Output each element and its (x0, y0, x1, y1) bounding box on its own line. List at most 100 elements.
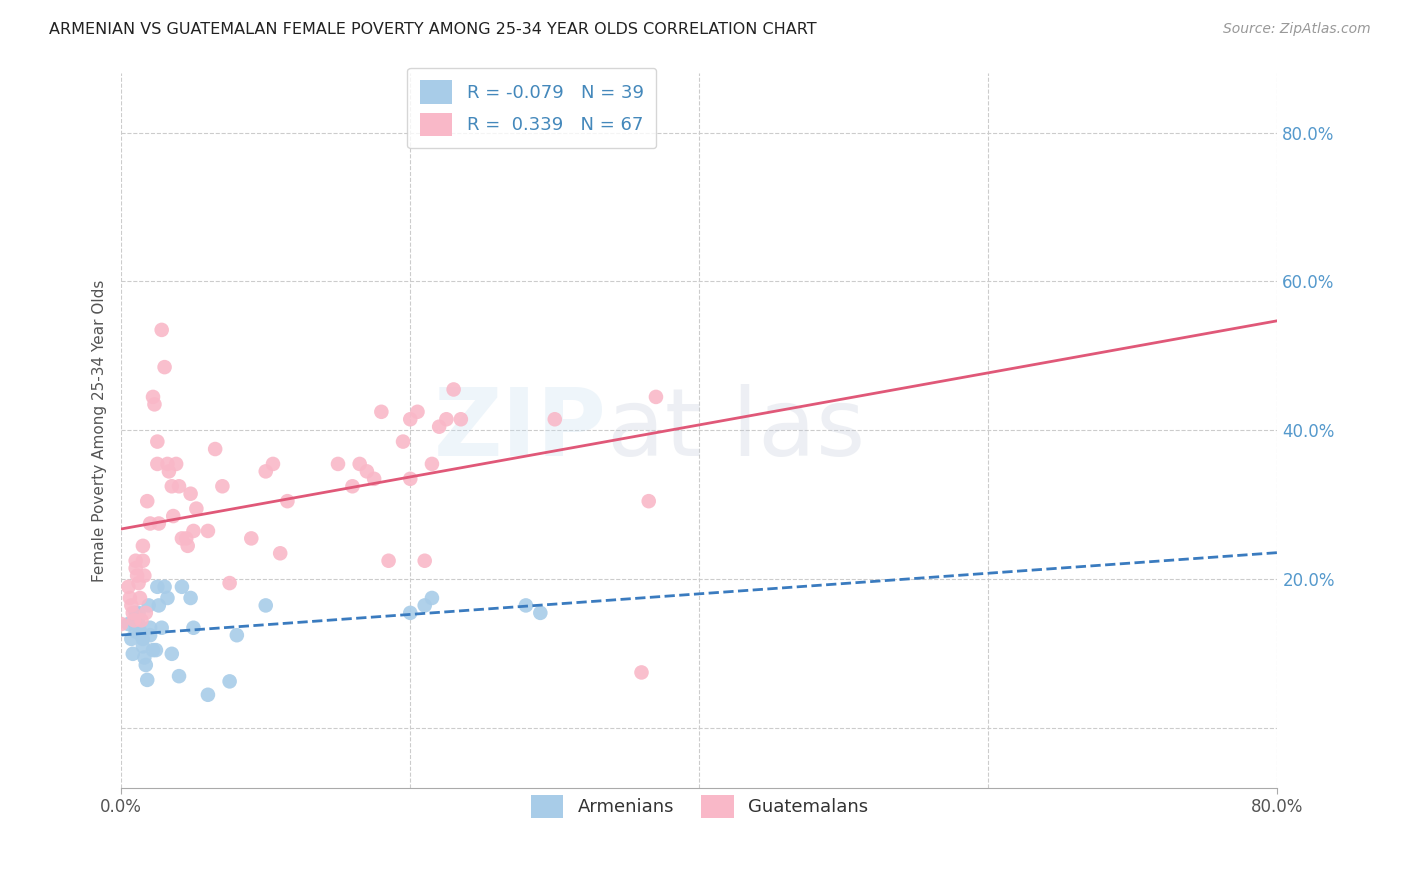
Legend: Armenians, Guatemalans: Armenians, Guatemalans (523, 788, 876, 825)
Point (135, 606, 157, 620)
Point (645, 390, 668, 404)
Point (392, 434, 415, 449)
Point (142, 390, 165, 404)
Point (162, 509, 184, 524)
Point (128, 617, 150, 632)
Point (132, 632, 155, 646)
Point (139, 516, 162, 531)
Point (153, 360, 176, 375)
Point (121, 606, 143, 620)
Point (637, 494, 659, 508)
Point (120, 599, 142, 613)
Point (157, 464, 180, 478)
Point (160, 647, 183, 661)
Point (204, 442, 226, 456)
Point (170, 580, 193, 594)
Point (120, 632, 142, 646)
Point (434, 412, 457, 426)
Point (124, 554, 146, 568)
Point (427, 419, 450, 434)
Point (406, 405, 429, 419)
Point (128, 606, 150, 620)
Point (211, 479, 233, 493)
Point (254, 464, 277, 478)
Point (342, 479, 364, 493)
Point (180, 591, 202, 605)
Point (240, 532, 263, 546)
Point (326, 457, 349, 471)
Point (363, 472, 385, 486)
Point (356, 464, 378, 478)
Point (269, 546, 291, 560)
Point (146, 434, 169, 449)
Point (124, 606, 146, 620)
Point (131, 613, 153, 627)
Point (124, 624, 146, 639)
Point (139, 628, 162, 642)
Point (129, 591, 152, 605)
Point (399, 606, 422, 620)
Point (124, 617, 146, 632)
Point (146, 580, 169, 594)
Point (413, 554, 436, 568)
Point (197, 688, 219, 702)
Point (145, 643, 167, 657)
Point (153, 580, 176, 594)
Point (121, 647, 143, 661)
Point (174, 532, 197, 546)
Point (150, 323, 173, 337)
Point (450, 412, 472, 426)
Point (134, 650, 156, 665)
Point (218, 674, 240, 689)
Point (150, 621, 173, 635)
Point (142, 643, 165, 657)
Y-axis label: Female Poverty Among 25-34 Year Olds: Female Poverty Among 25-34 Year Olds (93, 279, 107, 582)
Point (225, 628, 247, 642)
Point (180, 486, 202, 500)
Point (420, 591, 443, 605)
Point (167, 479, 190, 493)
Text: at las: at las (607, 384, 865, 476)
Text: Source: ZipAtlas.com: Source: ZipAtlas.com (1223, 22, 1371, 37)
Point (135, 658, 157, 673)
Point (148, 599, 170, 613)
Point (124, 561, 146, 575)
Point (138, 599, 160, 613)
Point (132, 539, 155, 553)
Point (132, 640, 155, 654)
Point (117, 617, 139, 632)
Point (118, 591, 141, 605)
Point (110, 617, 132, 632)
Point (132, 554, 155, 568)
Point (262, 457, 284, 471)
Point (131, 628, 153, 642)
Point (134, 568, 156, 582)
Point (413, 599, 436, 613)
Point (156, 591, 179, 605)
Point (170, 532, 193, 546)
Point (218, 576, 240, 591)
Point (148, 516, 170, 531)
Point (139, 621, 162, 635)
Point (529, 606, 551, 620)
Point (186, 501, 208, 516)
Point (127, 568, 149, 582)
Point (377, 554, 399, 568)
Point (544, 412, 567, 426)
Point (349, 457, 371, 471)
Point (630, 665, 652, 680)
Point (156, 457, 179, 471)
Text: ARMENIAN VS GUATEMALAN FEMALE POVERTY AMONG 25-34 YEAR OLDS CORRELATION CHART: ARMENIAN VS GUATEMALAN FEMALE POVERTY AM… (49, 22, 817, 37)
Point (254, 599, 277, 613)
Point (160, 479, 183, 493)
Point (443, 383, 465, 397)
Point (370, 405, 392, 419)
Point (136, 673, 159, 687)
Point (176, 539, 198, 553)
Point (165, 457, 187, 471)
Point (197, 524, 219, 538)
Point (117, 580, 139, 594)
Point (129, 624, 152, 639)
Point (146, 457, 169, 471)
Point (136, 494, 159, 508)
